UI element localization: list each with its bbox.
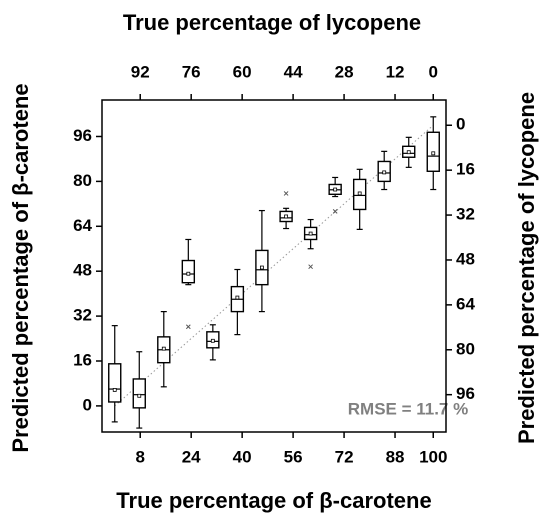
x-tick-label: 88 [386,447,405,466]
mean [161,346,166,351]
y-tick-label: 64 [73,216,92,235]
y-tick-label: 16 [73,350,92,369]
box [132,378,146,409]
bottom-axis-title: True percentage of β-carotene [116,488,431,513]
x2-tick-label: 28 [335,62,354,81]
right-axis-title: Predicted percentage of lycopene [514,92,539,444]
x-tick-label: 24 [182,447,201,466]
mean [137,393,142,398]
plot-frame [101,99,447,433]
x2-tick-label: 92 [131,62,150,81]
box [181,259,196,284]
box [108,363,122,403]
mean [406,150,411,155]
y-tick-label: 80 [73,171,92,190]
mean [112,388,117,392]
top-axis-title: True percentage of lycopene [123,10,421,35]
y2-tick-label: 96 [456,384,475,403]
left-axis-title: Predicted percentage of β-carotene [8,83,33,452]
mean [357,191,362,196]
x2-tick-label: 0 [429,62,438,81]
y2-tick-label: 16 [456,160,475,179]
y-tick-label: 32 [73,306,92,325]
reference-line [114,124,434,407]
y2-tick-label: 80 [456,339,475,358]
outlier [308,264,313,270]
mean [210,338,215,343]
y2-tick-label: 48 [456,249,475,268]
outlier [283,191,289,196]
y2-tick-label: 32 [456,205,475,224]
x-tick-label: 40 [233,447,252,466]
x-tick-label: 8 [135,447,144,466]
x2-tick-label: 76 [182,62,201,81]
x-tick-label: 56 [284,447,303,466]
x2-tick-label: 12 [386,62,405,81]
mean [431,151,436,156]
y2-tick-label: 64 [456,294,475,313]
x-tick-label: 72 [335,447,354,466]
mean [333,187,338,192]
mean [284,214,289,219]
y-tick-label: 48 [73,261,92,280]
x2-tick-label: 44 [284,62,303,81]
y-tick-label: 96 [73,126,92,145]
mean [308,231,313,236]
x2-tick-label: 60 [233,62,252,81]
mean [382,170,387,175]
mean [259,265,264,270]
mean [186,271,191,276]
x-tick-label: 100 [419,447,447,466]
outlier [185,324,191,330]
y-tick-label: 0 [83,395,92,414]
mean [235,295,240,300]
y2-tick-label: 0 [456,115,465,134]
outlier [332,209,338,214]
rmse-annotation: RMSE = 11.7 % [348,399,468,418]
